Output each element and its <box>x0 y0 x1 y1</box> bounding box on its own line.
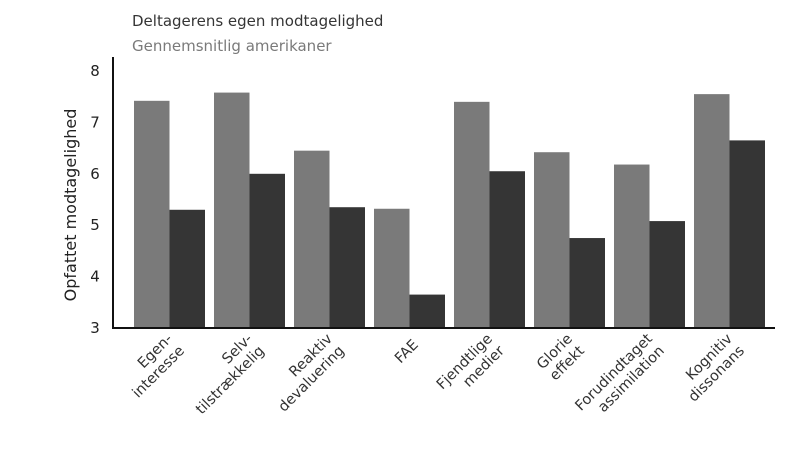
legend: Deltagerens egen modtagelighed Gennemsni… <box>132 12 383 55</box>
axes <box>112 57 775 329</box>
y-axis-title: Opfattet modtagelighed <box>61 109 80 302</box>
x-tick-label: Kognitivdissonans <box>674 331 749 406</box>
x-tick-label: Glorieeffekt <box>534 331 588 385</box>
bars <box>134 92 765 328</box>
bar-own-susceptibility <box>169 209 205 328</box>
bar-average-american <box>134 100 170 328</box>
bar-own-susceptibility <box>649 221 685 328</box>
x-tick-label-line: FAE <box>392 337 422 367</box>
legend-entry-average-american: Gennemsnitlig amerikaner <box>132 37 332 55</box>
legend-entry-own-susceptibility: Deltagerens egen modtagelighed <box>132 12 383 30</box>
x-axis-labels: Egen-interesse Selv-tilstrækkelig Reaktivd… <box>118 331 749 427</box>
y-tick-label: 8 <box>90 62 100 80</box>
x-tick-label: Reaktivdevaluering <box>264 331 349 416</box>
x-tick-label: Egen-interesse <box>118 331 188 401</box>
y-axis-ticks: 3 4 5 6 7 8 <box>90 62 100 337</box>
bar-own-susceptibility <box>409 294 445 328</box>
bar-own-susceptibility <box>729 140 765 328</box>
y-tick-label: 7 <box>90 113 100 131</box>
x-tick-label: Selv-tilstrækkelig <box>181 331 268 418</box>
x-tick-label: Forudindtagetassimilation <box>573 331 669 427</box>
bar-own-susceptibility <box>489 171 525 328</box>
bar-own-susceptibility <box>249 173 285 328</box>
y-tick-label: 3 <box>90 319 100 337</box>
bar-average-american <box>374 208 410 328</box>
x-tick-label: Fjendtligemedier <box>434 331 508 405</box>
bar-average-american <box>534 152 570 328</box>
bar-average-american <box>214 92 250 328</box>
bar-average-american <box>614 164 650 328</box>
y-tick-label: 6 <box>90 165 100 183</box>
bar-own-susceptibility <box>329 207 365 328</box>
bar-own-susceptibility <box>569 238 605 328</box>
bar-average-american <box>694 94 730 328</box>
x-tick-label: FAE <box>392 337 422 367</box>
bar-average-american <box>294 150 330 328</box>
bar-average-american <box>454 101 490 328</box>
y-tick-label: 5 <box>90 216 100 234</box>
y-tick-label: 4 <box>90 268 100 286</box>
